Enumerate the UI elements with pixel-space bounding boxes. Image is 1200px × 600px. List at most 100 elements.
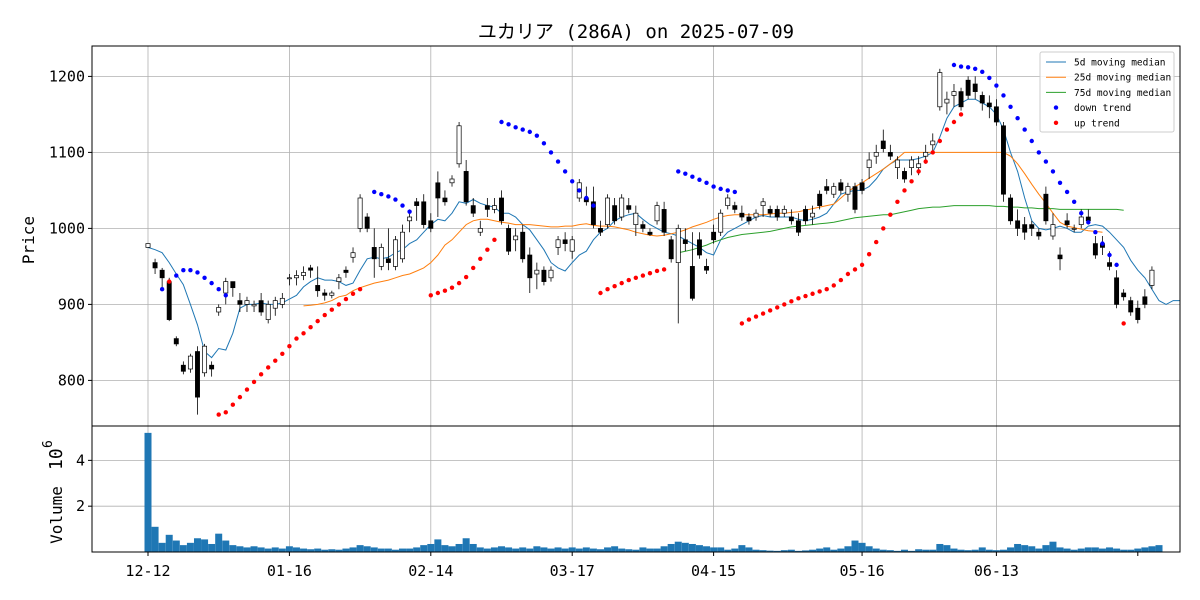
candle-body xyxy=(315,285,321,292)
up-trend-dot xyxy=(357,287,363,292)
volume-bar xyxy=(441,545,449,552)
up-trend-dot xyxy=(1121,321,1126,326)
candle-body xyxy=(746,216,752,222)
candle-body xyxy=(1107,262,1112,267)
candle-body xyxy=(322,292,328,296)
volume-bar xyxy=(611,546,619,552)
down-trend-dot xyxy=(520,127,525,132)
down-trend-dot xyxy=(1015,116,1020,121)
candle-body xyxy=(852,186,858,210)
candle-body xyxy=(336,277,342,282)
down-trend-dot xyxy=(1036,150,1042,155)
volume-bar xyxy=(229,545,237,552)
volume-bar xyxy=(1028,546,1036,552)
volume-panel: 24 Volume 10 6 xyxy=(41,425,1181,553)
candle-body xyxy=(378,247,384,267)
volume-bar xyxy=(575,548,583,552)
candle-body xyxy=(590,201,596,225)
volume-gridlines xyxy=(92,426,1180,552)
up-trend-dot xyxy=(485,247,490,252)
volume-bar xyxy=(1007,547,1015,552)
candle-body xyxy=(972,83,978,92)
volume-bar xyxy=(745,547,753,552)
candle-body xyxy=(555,239,561,248)
candle-body xyxy=(965,79,971,96)
candle-body xyxy=(286,277,292,280)
volume-y-ticks: 24 xyxy=(76,451,92,515)
volume-bar xyxy=(208,543,216,552)
ma75-line xyxy=(678,205,1124,254)
down-trend-dot xyxy=(181,268,186,273)
candle-body xyxy=(1142,296,1148,305)
volume-bar xyxy=(844,546,852,552)
volume-bar xyxy=(342,548,350,552)
up-trend-dot xyxy=(796,296,801,301)
candle-body xyxy=(209,364,215,370)
volume-bar xyxy=(893,550,901,552)
candle-body xyxy=(364,216,370,229)
x-tick-label: 04-15 xyxy=(691,562,736,580)
x-tick-label: 02-14 xyxy=(408,562,453,580)
candle-body xyxy=(484,205,490,210)
volume-y-label: Volume xyxy=(47,486,66,544)
up-trend-dot xyxy=(874,239,879,245)
volume-bar xyxy=(653,548,661,552)
candle-body xyxy=(173,338,179,345)
volume-bar xyxy=(391,549,399,552)
candle-body xyxy=(647,231,653,235)
volume-bar xyxy=(519,547,527,552)
candle-body xyxy=(916,163,922,168)
up-trend-dot xyxy=(308,325,313,330)
up-trend-dot xyxy=(428,293,433,298)
down-trend-dot xyxy=(1064,189,1070,195)
volume-bar xyxy=(999,549,1007,552)
candle-body xyxy=(612,205,618,222)
volume-bar xyxy=(780,550,788,552)
volume-bars xyxy=(144,432,1163,552)
candle-body xyxy=(1022,224,1028,233)
legend: 5d moving median 25d moving median 75d mov… xyxy=(1039,51,1175,133)
volume-bar xyxy=(250,546,258,552)
volume-bar xyxy=(278,548,286,552)
volume-bar xyxy=(660,546,668,552)
volume-bar xyxy=(752,549,760,552)
candle-body xyxy=(513,235,519,241)
volume-bar xyxy=(929,549,937,552)
legend-label: 25d moving median xyxy=(1074,73,1171,84)
volume-bar xyxy=(851,540,859,552)
up-trend-dot xyxy=(612,283,617,289)
candle-body xyxy=(1064,220,1070,225)
up-trend-dot xyxy=(237,394,243,400)
candle-body xyxy=(753,212,759,218)
up-trend-dot xyxy=(350,291,356,296)
candle-body xyxy=(923,152,929,157)
down-trend-dot xyxy=(1071,199,1077,204)
volume-bar xyxy=(434,539,442,552)
ma25-line xyxy=(303,151,1103,307)
candle-body xyxy=(1149,269,1155,286)
volume-bar xyxy=(724,549,732,552)
volume-multiplier-base: 10 xyxy=(46,448,67,470)
down-trend-dot xyxy=(711,184,716,189)
volume-bar xyxy=(1042,545,1050,552)
down-trend-dot xyxy=(951,62,957,68)
volume-bar xyxy=(773,550,781,552)
candle-body xyxy=(230,281,236,289)
volume-bar xyxy=(1106,547,1114,552)
down-trend-dot xyxy=(527,129,532,135)
down-trend-dot xyxy=(1029,138,1034,144)
up-trend-dot xyxy=(435,290,441,296)
volume-bar xyxy=(568,547,576,552)
candle-body xyxy=(527,254,533,279)
down-trend-dot xyxy=(209,280,214,286)
candle-body xyxy=(845,186,851,195)
down-trend-dot xyxy=(591,203,596,208)
candle-body xyxy=(697,239,702,256)
x-tick-label: 05-16 xyxy=(839,562,884,580)
volume-bar xyxy=(964,550,972,552)
candle-body xyxy=(520,231,526,260)
up-trend-dot xyxy=(167,279,172,284)
up-trend-dot xyxy=(838,277,844,283)
candle-body xyxy=(357,197,363,229)
candle-body xyxy=(1015,220,1021,229)
